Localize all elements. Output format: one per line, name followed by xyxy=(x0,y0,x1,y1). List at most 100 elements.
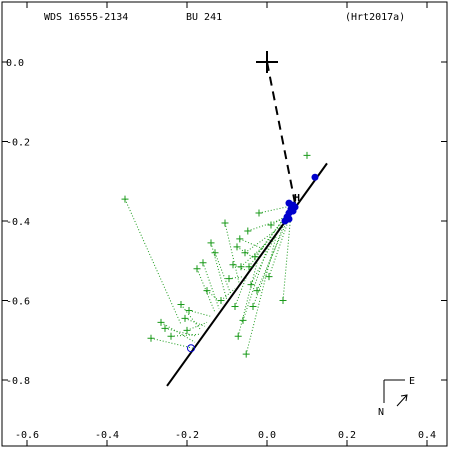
observation-cross xyxy=(233,243,241,251)
x-tick-label: -0.6 xyxy=(15,430,39,441)
observation-cross xyxy=(242,350,250,358)
observation-cross xyxy=(236,235,244,243)
residual-line xyxy=(237,254,260,337)
observation-cross xyxy=(147,334,155,342)
observation-cross xyxy=(167,332,175,340)
observation-cross xyxy=(203,287,211,295)
residual-line xyxy=(164,327,198,337)
observation-cross xyxy=(221,219,229,227)
y-tick-label: -0.2 xyxy=(6,138,30,149)
residual-line xyxy=(244,230,276,254)
observation-cross xyxy=(265,273,273,281)
observation-cross xyxy=(241,249,249,257)
residual-line xyxy=(282,213,292,301)
observation-markers xyxy=(121,151,311,358)
residual-line xyxy=(232,264,248,272)
x-tick-label: 0.4 xyxy=(418,430,436,441)
residual-line xyxy=(254,208,292,258)
y-tick-label: 0.0 xyxy=(6,58,24,69)
node-line xyxy=(266,61,296,204)
observation-cross xyxy=(279,297,287,304)
observation-cross xyxy=(247,281,255,289)
residual-line xyxy=(206,290,224,305)
residual-line xyxy=(196,268,216,313)
observation-cross xyxy=(249,302,257,310)
observation-cross xyxy=(161,324,169,332)
x-tick-label: 0.0 xyxy=(258,430,276,441)
measured-point xyxy=(289,207,297,215)
x-tick-label: -0.4 xyxy=(95,430,119,441)
observation-cross xyxy=(234,332,242,340)
designation-label: BU 241 xyxy=(186,12,222,23)
residual-line xyxy=(184,317,206,327)
observation-cross xyxy=(181,314,189,322)
observation-cross xyxy=(157,318,165,326)
residual-line xyxy=(252,210,290,307)
node-line-segment xyxy=(266,61,296,204)
observation-cross xyxy=(231,302,239,310)
residual-line xyxy=(220,288,236,301)
x-tick-label: 0.2 xyxy=(338,430,356,441)
observation-cross xyxy=(237,263,245,271)
measured-points: H xyxy=(187,173,319,353)
observation-cross xyxy=(199,259,207,267)
residual-line xyxy=(214,252,232,295)
orbit-line xyxy=(166,162,328,387)
latest-point-label: H xyxy=(294,193,300,204)
residual-line xyxy=(247,218,284,232)
direction-arrow-head xyxy=(400,394,408,402)
residual-line xyxy=(250,212,288,285)
residual-line xyxy=(202,262,220,309)
primary-cross xyxy=(256,51,278,73)
y-tick-label: -0.4 xyxy=(6,217,30,228)
observation-cross xyxy=(267,221,275,229)
residual-line xyxy=(180,304,202,331)
residual-line xyxy=(188,309,212,317)
residual-line xyxy=(150,337,194,349)
observation-cross xyxy=(121,195,129,203)
y-tick-label: -0.6 xyxy=(6,297,30,308)
compass-rose: N E xyxy=(378,376,415,418)
residual-line xyxy=(160,321,196,343)
measured-point xyxy=(281,217,289,225)
observation-cross xyxy=(251,253,259,261)
residual-line xyxy=(270,212,292,226)
observation-cross xyxy=(177,300,185,308)
observation-cross xyxy=(207,239,215,247)
open-point xyxy=(187,344,195,353)
residual-line xyxy=(245,224,280,355)
observation-cross xyxy=(303,151,311,159)
observation-cross xyxy=(255,209,263,217)
compass-east-label: E xyxy=(409,376,415,387)
residual-line xyxy=(124,198,182,325)
reference-label: (Hrt2017a) xyxy=(345,12,405,23)
observation-cross xyxy=(193,265,201,273)
orbit-curve xyxy=(166,162,328,387)
observation-cross xyxy=(185,306,193,314)
observation-cross xyxy=(244,227,252,235)
axis-ticks xyxy=(2,2,447,446)
direction-arrow xyxy=(396,394,408,407)
residual-lines xyxy=(124,198,296,355)
observation-cross xyxy=(211,249,219,257)
observation-cross xyxy=(217,297,225,304)
observation-cross xyxy=(239,316,247,324)
compass-north-label: N xyxy=(378,407,384,418)
axis-tick-labels: -0.6 -0.4 -0.2 0.0 0.2 0.4 0.0 -0.2 -0.4 -0.6 -0.8 xyxy=(6,58,436,441)
x-tick-label: -0.2 xyxy=(175,430,199,441)
residual-line xyxy=(268,212,292,277)
observation-cross xyxy=(245,263,253,271)
residual-line xyxy=(236,246,256,260)
observation-cross xyxy=(229,261,237,269)
residual-line xyxy=(224,222,240,283)
residual-line xyxy=(248,216,286,268)
residual-line xyxy=(186,321,208,331)
residual-line xyxy=(242,236,272,321)
observation-cross xyxy=(225,275,233,283)
wds-label: WDS 16555-2134 xyxy=(44,12,128,23)
residual-line xyxy=(239,238,264,250)
primary-star-marker xyxy=(256,51,278,73)
y-tick-label: -0.8 xyxy=(6,376,30,387)
